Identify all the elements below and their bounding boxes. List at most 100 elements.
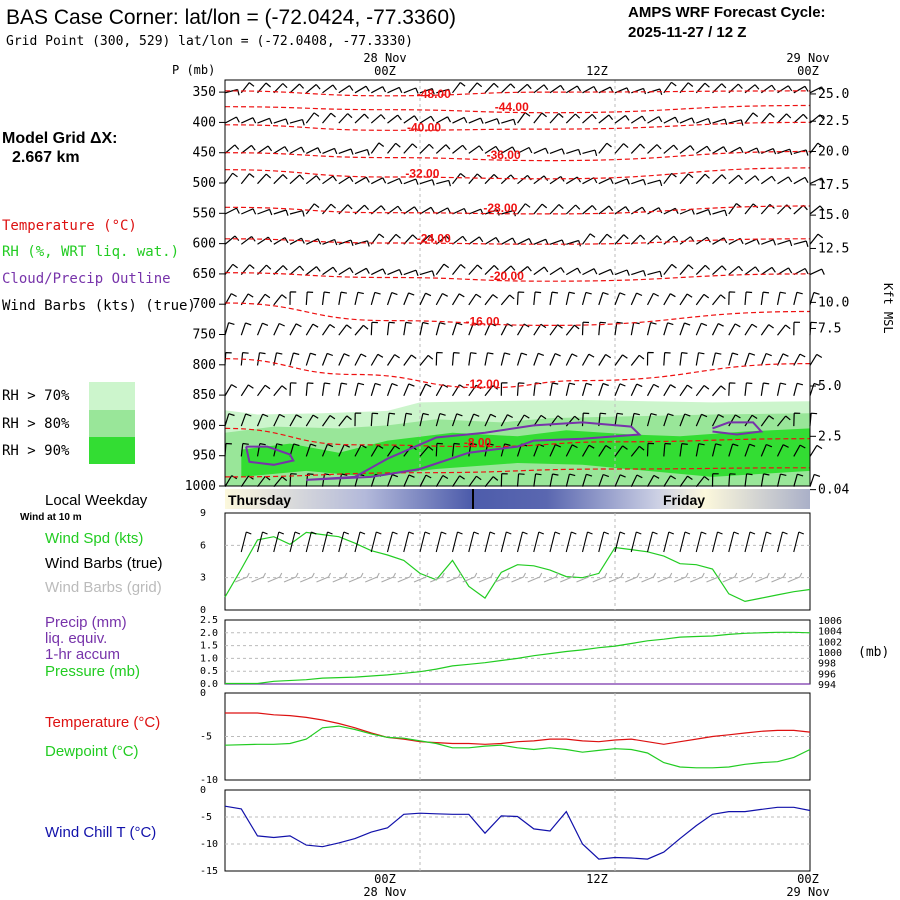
wind-barb — [501, 237, 517, 245]
wind-barb — [354, 412, 362, 427]
wind-barb — [695, 385, 710, 397]
wind-barb — [631, 178, 647, 186]
wind-barb — [695, 476, 710, 488]
wind-barb — [386, 292, 398, 306]
wind-barb — [695, 443, 705, 457]
wind-barb — [273, 385, 287, 397]
surface-wind-barb-grid — [641, 572, 656, 583]
rh90-label: RH > 90% — [2, 443, 70, 459]
wind-barb — [598, 114, 614, 124]
wind-barb — [451, 442, 460, 457]
weekday-label: Friday — [663, 492, 705, 508]
y-tick-label: 0 — [200, 688, 206, 699]
pressure-tick-label: 700 — [193, 297, 216, 312]
wind-barb — [760, 473, 770, 487]
wind-barb — [452, 144, 467, 154]
surface-wind-barb-grid — [608, 572, 624, 583]
wind-barb — [500, 294, 515, 306]
cross-section-frame — [224, 79, 811, 487]
wind-barb — [435, 442, 443, 457]
wind-barb — [728, 265, 744, 276]
wind-barb — [581, 291, 592, 306]
bottom-date-label: 29 Nov — [786, 885, 829, 899]
temperature-panel: -10 -5 0 — [200, 688, 811, 786]
wind-barb — [289, 323, 302, 336]
wind-barb — [322, 266, 338, 276]
wind-barb — [776, 382, 787, 396]
wind-barb — [744, 443, 756, 457]
wind-barb — [224, 207, 240, 215]
surface-wind-barb-true — [500, 531, 512, 553]
wind-barb — [565, 291, 575, 306]
wind-barb — [451, 293, 465, 306]
surface-wind-barb-true — [370, 531, 382, 553]
wind-barb — [581, 444, 595, 457]
wind-barb — [241, 208, 257, 215]
wind-barb — [436, 207, 452, 215]
surface-wind-barb-true — [614, 531, 626, 553]
weekday-bar — [225, 489, 810, 509]
wind-barb — [224, 116, 240, 124]
surface-wind-barb-true — [419, 531, 431, 553]
wind-barb — [517, 146, 533, 154]
wind-barb — [500, 146, 517, 154]
wind-barb — [273, 322, 285, 336]
wind-barb — [468, 117, 484, 124]
wind-barb — [452, 82, 466, 94]
wind-barb — [224, 172, 238, 185]
rh80-swatch — [89, 410, 135, 437]
pressure-label: Pressure (mb) — [45, 663, 140, 680]
surface-wind-barb-grid — [283, 572, 299, 583]
wind-barb — [777, 148, 793, 156]
wind-barb — [289, 237, 305, 245]
surface-wind-barb-true — [663, 531, 675, 553]
wind-barb — [760, 382, 770, 396]
wind-barb — [793, 382, 804, 396]
wind-barb — [516, 291, 525, 305]
wind-barb — [728, 352, 739, 366]
page-title: BAS Case Corner: lat/lon = (-72.0424, -7… — [6, 6, 456, 29]
wind-barbs-grid-label: Wind Barbs (grid) — [45, 579, 162, 596]
y-tick-label: 9 — [200, 508, 206, 519]
wind-barb — [565, 473, 576, 487]
top-hour-label: 00Z — [797, 64, 819, 78]
y-tick-label: -5 — [200, 812, 212, 823]
wind-barb — [500, 382, 508, 396]
wind-barb — [403, 412, 413, 427]
wind-barb — [322, 415, 336, 427]
wind-barb — [435, 263, 450, 275]
wind-barb — [338, 473, 348, 487]
isotherm-label: -8.00 — [464, 436, 492, 450]
wind-barb — [305, 382, 314, 396]
wind-barb — [257, 145, 273, 154]
wind-barb — [630, 383, 643, 397]
wind-barb — [484, 236, 500, 245]
wind-barb — [484, 352, 494, 366]
wind-barb — [468, 173, 483, 185]
wind-barb — [305, 443, 317, 457]
bottom-hour-label: 00Z — [374, 872, 396, 886]
wind-barb — [354, 382, 365, 396]
wind-barb — [322, 112, 336, 124]
wind-barb — [403, 269, 419, 277]
surface-wind-barb-true — [273, 531, 285, 553]
wind-barb — [728, 146, 744, 154]
wind-barb — [403, 383, 415, 397]
wind-barb — [549, 353, 561, 366]
surface-wind-barb-grid — [543, 572, 559, 583]
cross-section-axes: 350 400 450 500 550 600 650 700 750 800 850 900 950 1… — [185, 85, 850, 498]
y-tick-label: -10 — [200, 775, 218, 786]
pressure-tick-label: 450 — [193, 146, 216, 161]
wind-barb — [728, 323, 741, 336]
isotherms: -48.00 -44.00 -40.00 -36.00 -32.00 -28.00 -24.… — [224, 87, 811, 478]
surface-wind-barb-true — [728, 531, 740, 553]
wind-barb — [776, 291, 787, 306]
wind-barb — [663, 263, 677, 275]
weekday-label: Thursday — [228, 492, 291, 508]
surface-wind-barb-grid — [300, 572, 315, 583]
kft-tick-label: 12.5 — [818, 241, 849, 256]
y-tick-label: 1.5 — [200, 641, 218, 652]
wind-barb — [663, 442, 671, 457]
wind-barb — [354, 324, 369, 336]
isotherm-label: -24.00 — [417, 231, 451, 245]
